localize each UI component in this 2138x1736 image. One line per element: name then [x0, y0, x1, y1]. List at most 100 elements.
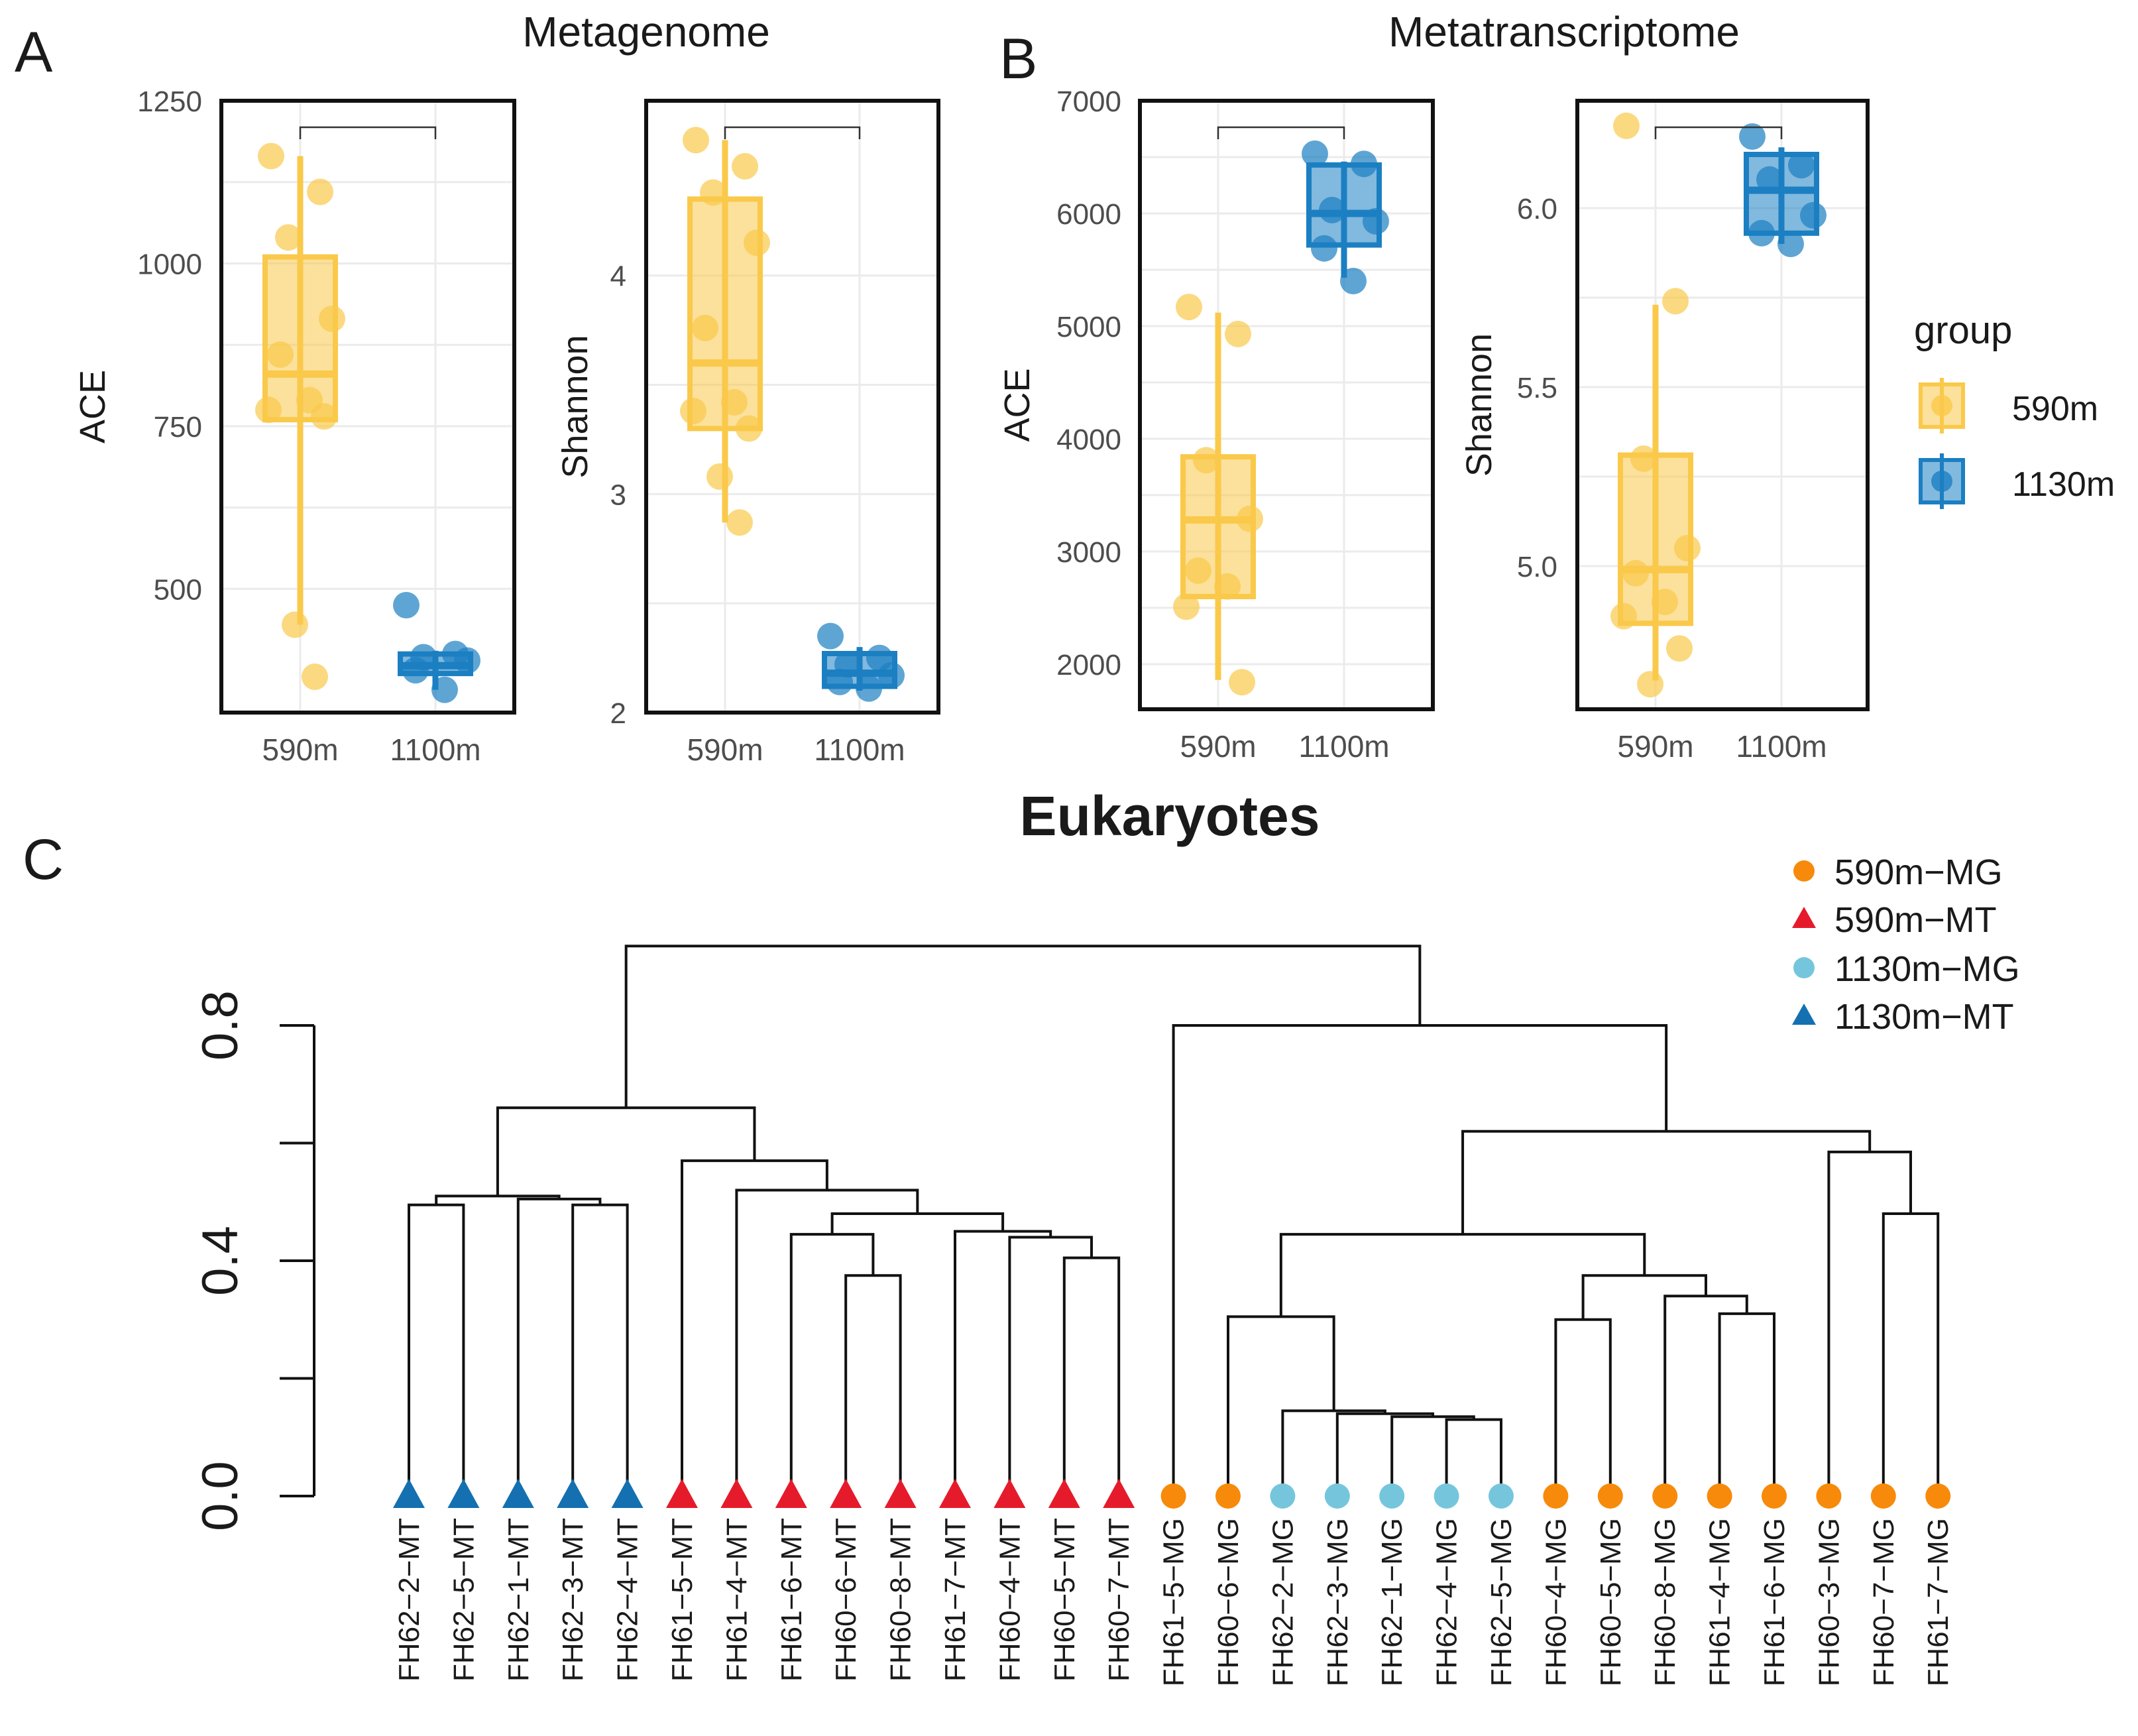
- data-point: [454, 647, 480, 674]
- significance-bracket: [1217, 126, 1345, 139]
- data-point: [258, 143, 284, 170]
- dendrogram-branch: [1718, 1312, 1775, 1496]
- data-point: [267, 341, 294, 368]
- leaf-label: FH62−1−MG: [1376, 1518, 1408, 1686]
- dendrogram-branch: [844, 1274, 902, 1496]
- data-point: [1237, 505, 1263, 532]
- y-axis-label: Shannon: [1459, 333, 1499, 477]
- y-tick-label: 4000: [1056, 424, 1121, 456]
- plot-frame: [644, 99, 940, 715]
- x-tick-label: 590m: [687, 732, 763, 767]
- data-point: [1662, 288, 1689, 315]
- leaf-marker-circle: [1434, 1483, 1459, 1509]
- data-point: [726, 509, 753, 536]
- y-tick-label: 5000: [1056, 311, 1121, 343]
- data-point: [1610, 603, 1637, 630]
- group-legend: group 590m 1130m: [1914, 309, 2115, 509]
- data-point: [1748, 219, 1775, 247]
- leaf-marker-triangle: [1048, 1479, 1080, 1508]
- y-tick-label: 3000: [1056, 536, 1121, 569]
- leaf-marker-circle: [1652, 1483, 1678, 1509]
- leaf-label: FH61−5−MG: [1158, 1518, 1190, 1686]
- plot-frame: [1575, 99, 1870, 711]
- data-point: [393, 591, 420, 618]
- dendrogram-branch: [496, 1106, 756, 1196]
- data-point: [1176, 294, 1202, 321]
- panel-label-c: C: [23, 828, 64, 892]
- leaf-marker-triangle: [884, 1479, 917, 1508]
- data-point: [1185, 557, 1211, 584]
- leaf-marker-triangle: [447, 1479, 480, 1508]
- leaf-label: FH61−6−MT: [775, 1518, 808, 1682]
- leaf-label: FH60−5−MT: [1048, 1518, 1081, 1682]
- leaf-marker-circle: [1270, 1483, 1296, 1509]
- data-point: [1229, 669, 1255, 696]
- section-title-metatranscriptome: Metatranscriptome: [1388, 8, 1740, 56]
- dendrogram-branch: [516, 1197, 602, 1496]
- data-point: [1666, 635, 1693, 662]
- data-point: [706, 463, 733, 490]
- boxplot-metagenome-ace: 500 750 1000 1250 590m 1100m ACE: [73, 86, 516, 767]
- y-axis-label: Shannon: [555, 335, 595, 478]
- x-tick-label: 1100m: [390, 732, 480, 767]
- data-point: [1739, 123, 1766, 150]
- legend-symbol-1130m-mt: [1792, 1004, 1816, 1025]
- data-point: [736, 415, 762, 442]
- data-point: [1613, 112, 1640, 139]
- significance-bracket: [724, 126, 861, 139]
- x-tick-label: 1100m: [1298, 729, 1389, 764]
- leaf-label: FH61−4−MG: [1704, 1518, 1736, 1686]
- panel-label-a: A: [15, 21, 53, 84]
- leaf-marker-triangle: [993, 1479, 1026, 1508]
- leaf-marker-circle: [1324, 1483, 1350, 1509]
- data-point: [1311, 235, 1337, 262]
- dendrogram-branch: [1062, 1256, 1121, 1496]
- leaf-marker-triangle: [611, 1479, 644, 1508]
- dendrogram-branch: [1335, 1412, 1434, 1496]
- group-legend-label-590m: 590m: [2012, 390, 2098, 428]
- y-tick-label: 2: [610, 697, 626, 730]
- leaf-marker-triangle: [775, 1479, 807, 1508]
- leaf-label: FH62−3−MT: [557, 1518, 589, 1682]
- dendrogram-branch: [681, 1159, 828, 1496]
- y-tick-label: 750: [154, 411, 202, 443]
- data-point: [1777, 231, 1804, 257]
- y-axis-label: ACE: [997, 368, 1037, 441]
- group-legend-title: group: [1914, 309, 2012, 352]
- plot-frame: [219, 99, 516, 715]
- leaf-marker-circle: [1870, 1483, 1896, 1509]
- leaf-label: FH60−6−MG: [1212, 1518, 1245, 1686]
- data-point: [680, 398, 706, 425]
- y-tick-label: 6000: [1056, 198, 1121, 231]
- boxplot-metagenome-shannon: 2 3 4 590m 1100m Shannon: [555, 99, 940, 767]
- x-tick-label: 1100m: [1736, 729, 1827, 764]
- y-tick-label: 3: [610, 479, 626, 511]
- leaf-label: FH60−5−MG: [1595, 1518, 1627, 1686]
- legend-label-590m-mg: 590m−MG: [1834, 852, 2003, 892]
- leaf-label: FH62−2−MT: [393, 1518, 425, 1682]
- significance-bracket: [1654, 126, 1783, 139]
- leaf-label: FH61−5−MT: [666, 1518, 699, 1682]
- y-axis-label: ACE: [73, 370, 113, 443]
- y-tick-label: 7000: [1056, 86, 1121, 118]
- data-point: [311, 403, 337, 430]
- legend-label-1130m-mg: 1130m−MG: [1834, 949, 2020, 989]
- legend-label-590m-mt: 590m−MT: [1834, 900, 1997, 940]
- data-point: [1225, 320, 1251, 347]
- leaf-marker-circle: [1489, 1483, 1514, 1509]
- y-tick-label: 5.5: [1517, 372, 1557, 404]
- dendrogram-branch: [624, 945, 1422, 1108]
- leaf-label: FH62−5−MT: [447, 1518, 480, 1682]
- leaf-label: FH62−4−MG: [1431, 1518, 1463, 1686]
- data-point: [319, 305, 345, 332]
- dendrogram-branch: [1461, 1129, 1872, 1235]
- leaf-marker-circle: [1925, 1483, 1951, 1509]
- leaf-marker-circle: [1707, 1483, 1732, 1509]
- data-point: [1674, 535, 1701, 561]
- data-point: [1622, 559, 1649, 587]
- dendrogram-title: Eukaryotes: [1020, 785, 1320, 847]
- dendrogram-eukaryotes: Eukaryotes 0.0 0.4 0.8 FH62−2−MT FH62−5−MT FH…: [192, 785, 1954, 1686]
- boxplot-metatranscriptome-shannon: 5.0 5.5 6.0 590m 1100m Shannon: [1459, 99, 1870, 764]
- data-point: [1363, 207, 1389, 235]
